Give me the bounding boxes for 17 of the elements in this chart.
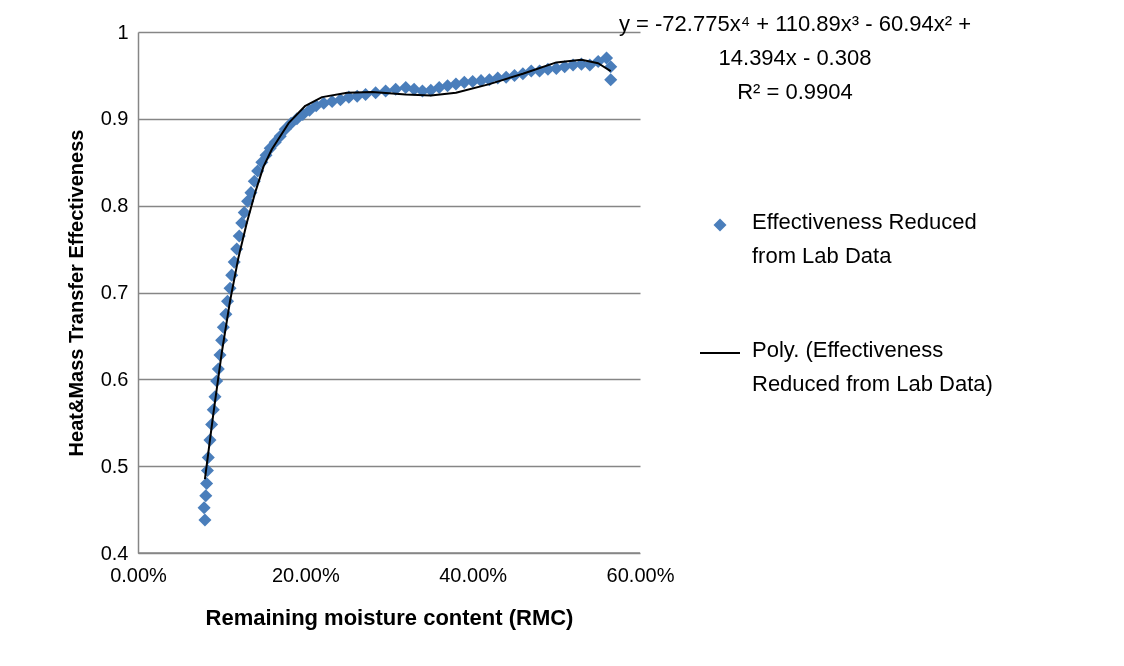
y-tick-label: 1	[117, 20, 129, 43]
y-tick-label: 0.4	[100, 541, 129, 564]
y-tick-label: 0.8	[100, 194, 129, 217]
legend-label: Poly. (Effectiveness Reduced from Lab Data)	[752, 337, 993, 396]
y-tick-label: 0.5	[100, 454, 129, 477]
x-tick-label: 20.00%	[271, 563, 340, 586]
y-axis-title: Heat&Mass Transfer Effectiveness	[64, 129, 87, 457]
y-tick-label: 0.7	[100, 281, 129, 303]
x-tick-label: 0.00%	[110, 563, 168, 586]
annotation: y = -72.775x⁴ + 110.89x³ - 60.94x² + 14.394x - 0.308	[618, 11, 972, 70]
x-tick-label: 60.00%	[606, 563, 675, 586]
x-tick-label: 40.00%	[439, 563, 508, 586]
y-tick-label: 0.6	[100, 367, 129, 390]
x-axis-title: Remaining moisture content (RMC)	[205, 604, 574, 630]
text: R² = 0.9904	[737, 79, 853, 104]
legend-label: Effectiveness Reduced from Lab Data	[752, 209, 977, 268]
y-tick-label: 0.9	[100, 107, 129, 130]
